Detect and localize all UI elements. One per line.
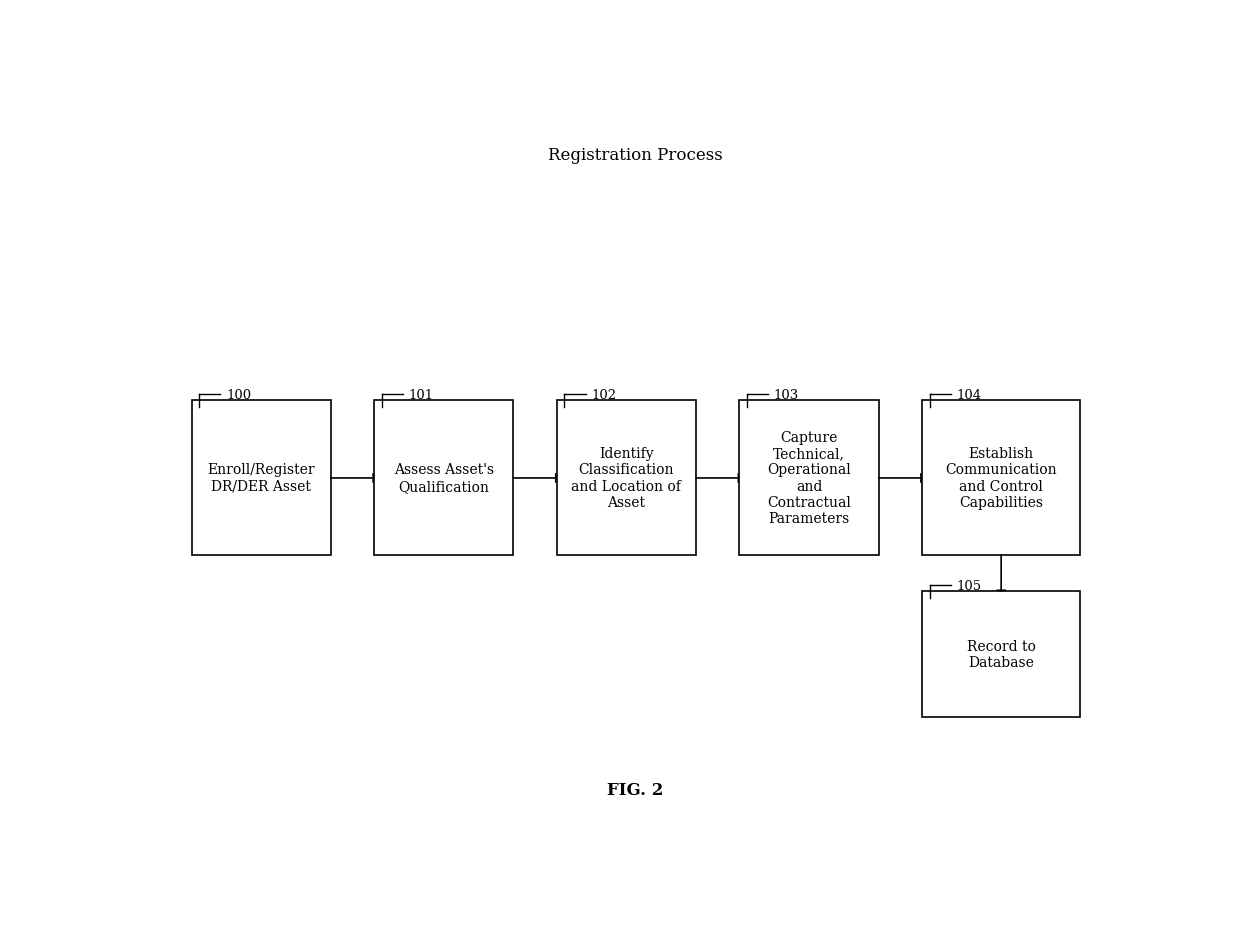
Text: 104: 104 (956, 388, 982, 402)
Bar (374, 401, 513, 556)
Text: 102: 102 (591, 388, 616, 402)
Bar (739, 401, 879, 556)
Text: Registration Process: Registration Process (548, 147, 723, 164)
Bar (191, 401, 331, 556)
Text: Enroll/Register
DR/DER Asset: Enroll/Register DR/DER Asset (207, 463, 315, 493)
Text: Record to
Database: Record to Database (967, 639, 1035, 670)
Text: FIG. 2: FIG. 2 (608, 782, 663, 798)
Text: Capture
Technical,
Operational
and
Contractual
Parameters: Capture Technical, Operational and Contr… (768, 431, 851, 525)
Text: Assess Asset's
Qualification: Assess Asset's Qualification (394, 463, 494, 493)
Text: 103: 103 (774, 388, 799, 402)
Text: 100: 100 (226, 388, 252, 402)
Bar (921, 592, 1080, 718)
Bar (921, 401, 1080, 556)
Text: 105: 105 (956, 579, 982, 592)
Text: 101: 101 (409, 388, 434, 402)
Bar (557, 401, 696, 556)
Text: Establish
Communication
and Control
Capabilities: Establish Communication and Control Capa… (945, 446, 1056, 509)
Text: Identify
Classification
and Location of
Asset: Identify Classification and Location of … (572, 446, 681, 509)
